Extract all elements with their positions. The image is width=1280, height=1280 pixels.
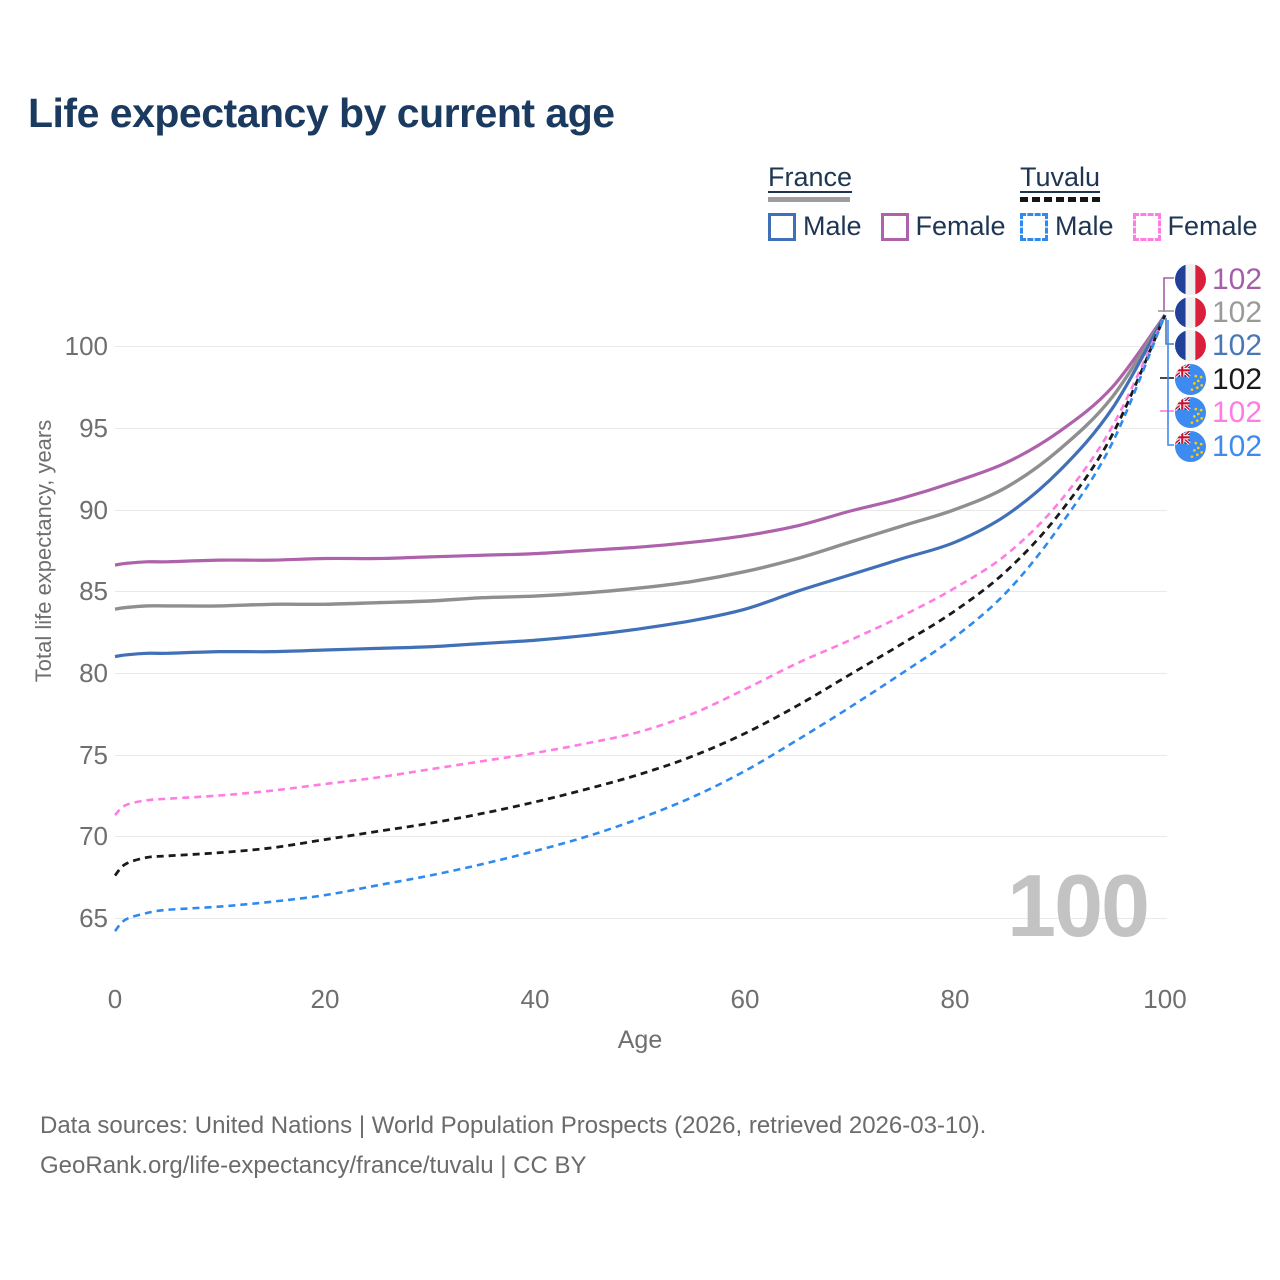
tuvalu-flag-icon: [1175, 397, 1206, 428]
y-tick-label-100: 100: [64, 331, 108, 362]
y-tick-label-90: 90: [79, 494, 108, 525]
legend-country-france[interactable]: France: [768, 162, 853, 192]
tuvalu-flag-icon: [1175, 364, 1206, 395]
leader-line-0: [1163, 277, 1174, 312]
y-tick-label-70: 70: [79, 821, 108, 852]
gridline-95: [115, 427, 1167, 429]
endpoint-value-label: 102: [1212, 262, 1263, 296]
endpoint-value-label: 102: [1212, 295, 1263, 329]
tuvalu-male-checkbox[interactable]: [1020, 212, 1048, 241]
endpoint-label-row-1: 102: [1175, 296, 1262, 330]
tuvalu-female-label: Female: [1167, 211, 1258, 241]
legend-group-france: France Male Female: [768, 162, 1006, 242]
y-tick-label-65: 65: [79, 903, 108, 933]
series-line-france-female[interactable]: [114, 314, 1167, 567]
tuvalu-both-line-swatch: [1020, 197, 1100, 202]
france-female-checkbox[interactable]: [880, 212, 909, 241]
leader-line-5: [1167, 320, 1174, 446]
series-line-tuvalu-both[interactable]: [113, 314, 1167, 877]
gridline-65: [115, 918, 1167, 919]
x-tick-label-80: 80: [940, 984, 970, 1014]
x-tick-label-0: 0: [107, 984, 123, 1014]
age-counter-watermark: 100: [1007, 856, 1150, 955]
gridline-80: [115, 672, 1167, 674]
series-line-france-male[interactable]: [114, 314, 1167, 659]
legend-group-tuvalu: Tuvalu Male Female: [1020, 162, 1258, 242]
endpoint-value-label: 102: [1212, 362, 1263, 396]
endpoint-value-label: 102: [1212, 429, 1263, 463]
france-flag-icon: [1175, 330, 1206, 361]
series-line-tuvalu-male[interactable]: [113, 314, 1167, 932]
x-tick-label-40: 40: [520, 984, 550, 1014]
france-flag-icon: [1175, 264, 1206, 295]
france-flag-icon: [1175, 297, 1206, 328]
tuvalu-female-checkbox[interactable]: [1132, 212, 1161, 241]
endpoint-value-label: 102: [1212, 328, 1263, 362]
footer-data-sources: Data sources: United Nations | World Pop…: [40, 1112, 987, 1139]
y-tick-label-80: 80: [79, 657, 108, 688]
gridline-70: [115, 836, 1167, 838]
series-line-france-both[interactable]: [114, 314, 1167, 611]
page-title: Life expectancy by current age: [28, 90, 615, 136]
footer-attribution: GeoRank.org/life-expectancy/france/tuval…: [40, 1152, 587, 1179]
x-tick-label-20: 20: [310, 984, 340, 1014]
legend-country-tuvalu[interactable]: Tuvalu: [1020, 162, 1101, 192]
x-tick-label-100: 100: [1143, 984, 1187, 1014]
x-tick-label-60: 60: [730, 984, 760, 1014]
tuvalu-flag-icon: [1175, 431, 1206, 462]
footer: Data sources: United Nations | World Pop…: [40, 1106, 986, 1186]
endpoint-label-row-2: 102: [1175, 329, 1262, 363]
gridline-75: [115, 754, 1167, 756]
endpoint-label-row-3: 102: [1175, 363, 1262, 397]
gridline-100: [115, 346, 1167, 348]
endpoint-label-row-0: 102: [1175, 263, 1262, 297]
endpoint-label-row-5: 102: [1175, 430, 1262, 464]
y-tick-label-75: 75: [79, 739, 108, 770]
france-both-line-swatch: [768, 197, 850, 202]
leader-line-2: [1165, 318, 1174, 345]
endpoint-label-row-4: 102: [1175, 396, 1262, 430]
y-tick-label-85: 85: [79, 576, 108, 607]
france-male-label: Male: [803, 211, 862, 241]
gridline-85: [115, 591, 1167, 593]
x-axis-title: Age: [617, 1026, 663, 1054]
france-male-checkbox[interactable]: [768, 212, 796, 241]
gridline-90: [115, 509, 1167, 511]
france-female-label: Female: [915, 211, 1006, 241]
y-axis-title: Total life expectancy, years: [31, 419, 56, 683]
tuvalu-male-label: Male: [1055, 211, 1114, 241]
series-line-tuvalu-female[interactable]: [114, 314, 1167, 817]
y-tick-label-95: 95: [79, 412, 108, 443]
endpoint-value-label: 102: [1212, 395, 1263, 429]
